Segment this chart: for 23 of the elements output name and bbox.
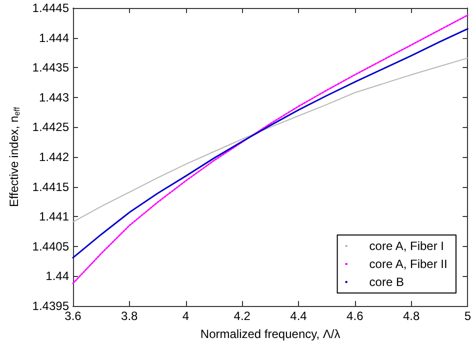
- y-tick-label: 1.441: [38, 210, 70, 224]
- y-tick-label: 1.444: [38, 30, 70, 45]
- legend-label: core A, Fiber II: [369, 257, 448, 271]
- x-tick-label: 4.6: [346, 309, 364, 323]
- x-tick-label: 4: [182, 309, 190, 323]
- y-tick-label: 1.44: [46, 269, 70, 284]
- y-axis-title: Effective index, neff: [7, 106, 22, 207]
- y-tick-label: 1.4445: [32, 1, 70, 15]
- y-tick-label: 1.443: [38, 90, 70, 104]
- x-tick-label: 4.8: [402, 309, 420, 323]
- x-tick-label: 4.2: [234, 309, 251, 323]
- x-tick-label: 3.8: [121, 309, 138, 323]
- y-tick-label: 1.4435: [32, 60, 70, 75]
- legend-label: core B: [369, 275, 404, 289]
- line-series: [72, 58, 468, 222]
- x-axis-title: Normalized frequency, Λ/λ: [200, 327, 340, 341]
- x-tick-label: 5: [464, 309, 472, 323]
- y-tick-label: 1.4425: [32, 120, 70, 134]
- legend-label: core A, Fiber I: [369, 239, 444, 253]
- y-tick-label: 1.4415: [32, 180, 70, 194]
- y-tick-label: 1.442: [38, 150, 70, 164]
- x-tick-label: 4.4: [290, 309, 308, 323]
- y-tick-label: 1.4405: [32, 239, 70, 254]
